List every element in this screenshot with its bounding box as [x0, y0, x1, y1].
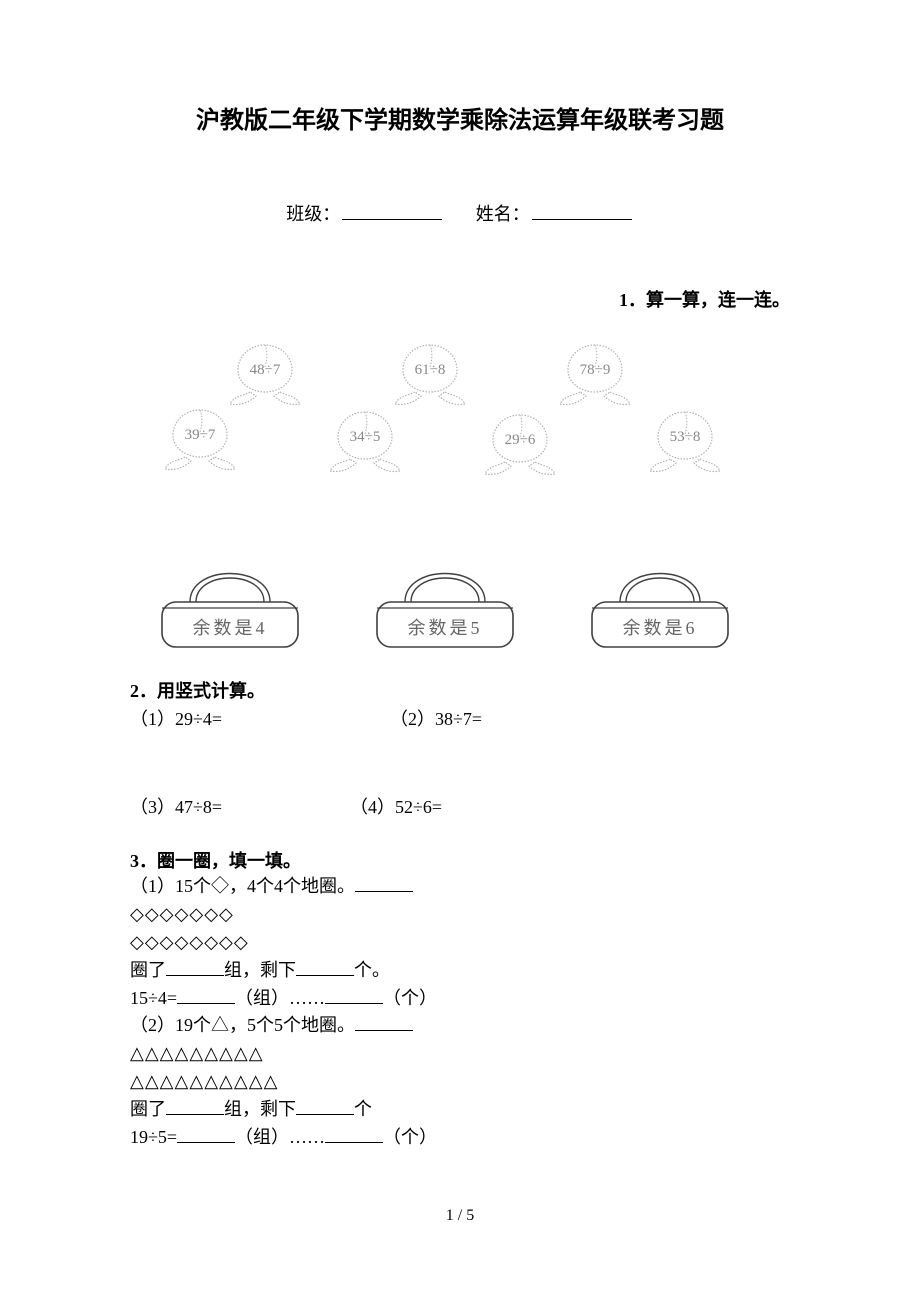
- peach-expr: 61÷8: [385, 362, 475, 379]
- q2-item-3: （3）47÷8=: [130, 793, 350, 819]
- peach-5: 29÷6: [475, 412, 565, 482]
- basket-0: 余数是4: [150, 552, 310, 657]
- blank: [166, 1098, 224, 1115]
- peach-2: 78÷9: [550, 342, 640, 412]
- q3p1-eq-post: （个）: [383, 988, 437, 1008]
- q3p1-row1: ◇◇◇◇◇◇◇: [130, 904, 234, 924]
- blank: [177, 1126, 235, 1143]
- q3p2-eq-pre: 19÷5=: [130, 1127, 177, 1147]
- q3p1-row2: ◇◇◇◇◇◇◇◇: [130, 932, 249, 952]
- basket-2: 余数是6: [580, 552, 740, 657]
- peach-expr: 48÷7: [220, 362, 310, 379]
- q3p2-eq-mid: （组）……: [235, 1127, 325, 1147]
- q3p1-fill-a: 圈了: [130, 960, 166, 980]
- basket-1: 余数是5: [365, 552, 525, 657]
- name-blank: [532, 203, 632, 220]
- peach-3: 39÷7: [155, 407, 245, 477]
- blank: [355, 1014, 413, 1031]
- blank: [177, 986, 235, 1003]
- q2-item-4: （4）52÷6=: [350, 793, 442, 819]
- q2-item-2: （2）38÷7=: [390, 705, 482, 731]
- blank: [325, 986, 383, 1003]
- q3-part2: （2）19个△，5个5个地圈。 △△△△△△△△△ △△△△△△△△△△ 圈了 组…: [130, 1012, 790, 1151]
- page-number: 1 / 5: [130, 1207, 790, 1225]
- peach-4: 34÷5: [320, 409, 410, 479]
- basket-label: 余数是6: [580, 614, 740, 640]
- q3p2-eq-post: （个）: [383, 1127, 437, 1147]
- q3p2-line1: （2）19个△，5个5个地圈。: [130, 1015, 355, 1035]
- class-label: 班级：: [286, 204, 340, 224]
- q3p2-row2: △△△△△△△△△△: [130, 1071, 278, 1091]
- blank: [296, 1098, 354, 1115]
- basket-label: 余数是4: [150, 614, 310, 640]
- peach-6: 53÷8: [640, 409, 730, 479]
- q3-part1: （1）15个◇，4个4个地圈。 ◇◇◇◇◇◇◇ ◇◇◇◇◇◇◇◇ 圈了 组，剩下 个…: [130, 873, 790, 1012]
- peach-expr: 39÷7: [155, 427, 245, 444]
- q2-row-2: （3）47÷8= （4）52÷6=: [130, 793, 790, 819]
- q3p1-line1: （1）15个◇，4个4个地圈。: [130, 876, 355, 896]
- peach-expr: 34÷5: [320, 429, 410, 446]
- identity-row: 班级： 姓名：: [130, 200, 790, 226]
- q3p2-fill-a: 圈了: [130, 1099, 166, 1119]
- q3p1-eq-mid: （组）……: [235, 988, 325, 1008]
- basket-label: 余数是5: [365, 614, 525, 640]
- blank: [325, 1126, 383, 1143]
- peach-1: 61÷8: [385, 342, 475, 412]
- peach-expr: 78÷9: [550, 362, 640, 379]
- peach-expr: 53÷8: [640, 429, 730, 446]
- page-title: 沪教版二年级下学期数学乘除法运算年级联考习题: [130, 100, 790, 135]
- blank: [355, 875, 413, 892]
- class-blank: [342, 203, 442, 220]
- peach-0: 48÷7: [220, 342, 310, 412]
- q1-instruction: 1．算一算，连一连。: [130, 286, 790, 312]
- blank: [166, 958, 224, 975]
- q3-head: 3．圈一圈，填一填。: [130, 847, 790, 873]
- name-label: 姓名：: [476, 204, 530, 224]
- q1-graphic: 48÷7 61÷8 78÷9 39÷7 34÷5 29÷6 53÷8 余数是4: [130, 337, 790, 667]
- q3p2-fill-c: 个: [354, 1099, 372, 1119]
- blank: [296, 958, 354, 975]
- q2-row-1: （1）29÷4= （2）38÷7=: [130, 705, 790, 731]
- q3p1-eq-pre: 15÷4=: [130, 988, 177, 1008]
- q2-head: 2．用竖式计算。: [130, 677, 790, 703]
- q3p1-fill-b: 组，剩下: [224, 960, 296, 980]
- q3p1-fill-c: 个。: [354, 960, 390, 980]
- q3p2-row1: △△△△△△△△△: [130, 1043, 264, 1063]
- q2-item-1: （1）29÷4=: [130, 705, 390, 731]
- peach-expr: 29÷6: [475, 432, 565, 449]
- q3p2-fill-b: 组，剩下: [224, 1099, 296, 1119]
